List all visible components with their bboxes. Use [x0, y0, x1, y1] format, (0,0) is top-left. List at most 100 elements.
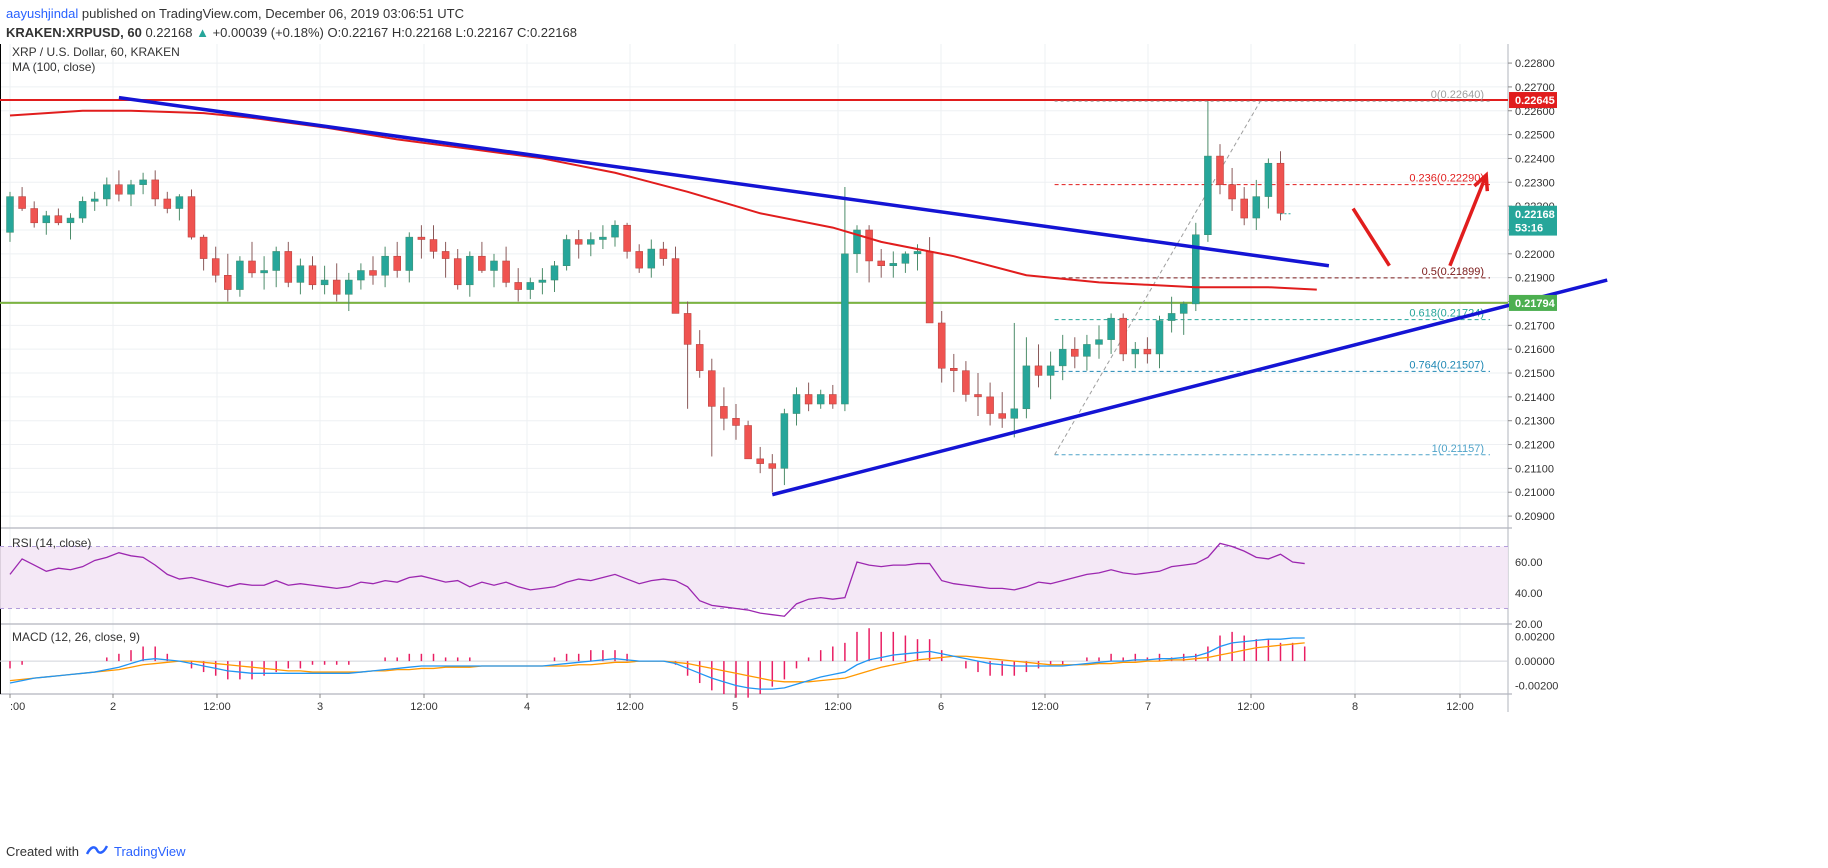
candle-body: [1228, 184, 1236, 200]
rsi-tick-label: 60.00: [1515, 557, 1543, 569]
arrow-down-icon: [1351, 207, 1391, 267]
arrow-up-icon: [1448, 174, 1488, 267]
candle-body: [78, 201, 87, 219]
time-axis: :00 2 12:00 3 12:00 4 12:00 5 12:00 6 12:00 7 12:00 8…: [9, 694, 1474, 713]
candle-body: [611, 224, 619, 238]
publish-line: aayushjindal published on TradingView.co…: [6, 4, 577, 23]
candle-body: [1252, 196, 1261, 219]
time-tick-label: 4: [524, 701, 530, 713]
time-tick-label: 12:00: [1031, 701, 1059, 713]
candle-body: [18, 196, 26, 209]
chart-header: aayushjindal published on TradingView.co…: [6, 4, 577, 42]
candle-body: [1022, 365, 1031, 410]
time-tick-label: 12:00: [824, 701, 852, 713]
candle-body: [865, 229, 873, 262]
chart-canvas[interactable]: 0.22800 0.22700 0.22600 0.22500 0.22400 0.223…: [0, 44, 1828, 840]
candle-body: [284, 251, 293, 283]
price-badge-label: 0.22645: [1515, 95, 1555, 107]
price-badge-label: 53:16: [1515, 223, 1543, 235]
fibonacci-levels: 0(0.22640)0.236(0.22290)0.5(0.21899)0.61…: [1054, 89, 1490, 456]
candle-body: [224, 275, 232, 290]
price-tick-label: 0.21400: [1515, 392, 1555, 404]
time-tick-label: 5: [732, 701, 738, 713]
candle-body: [562, 239, 571, 266]
candle-body: [1119, 317, 1127, 355]
price-tick-label: 0.21200: [1515, 440, 1555, 452]
candles: [6, 101, 1285, 493]
time-tick-label: 8: [1352, 701, 1358, 713]
candle-body: [1240, 198, 1248, 219]
time-tick-label: 12:00: [616, 701, 644, 713]
candle-body: [103, 184, 111, 200]
last-price: 0.22168: [145, 25, 193, 40]
candle-body: [780, 413, 789, 469]
candle-body: [441, 251, 450, 259]
candle-body: [1083, 344, 1091, 357]
price-tick-label: 0.21100: [1515, 463, 1554, 475]
candle-body: [804, 394, 813, 405]
macd-signal-line: [9, 642, 1305, 683]
candle-body: [1216, 155, 1224, 185]
candle-body: [405, 236, 414, 271]
fib-range-diagonal: [1054, 100, 1261, 456]
rsi-tick-label: 20.00: [1515, 619, 1543, 631]
candle-body: [732, 418, 740, 426]
price-badge: [1509, 219, 1557, 236]
candle-body: [369, 270, 377, 276]
author-link[interactable]: aayushjindal: [6, 6, 79, 21]
candle-body: [756, 458, 764, 464]
ohlc-c-label: C:: [516, 25, 530, 40]
price-tick-label: 0.22000: [1515, 249, 1555, 261]
price-tick-label: 0.22300: [1515, 177, 1555, 189]
candle-body: [417, 236, 426, 240]
ohlc-o: 0.22167: [341, 25, 389, 40]
candle-body: [248, 260, 256, 274]
chart-title: XRP / U.S. Dollar, 60, KRAKEN: [12, 45, 180, 59]
candle-body: [1155, 320, 1164, 355]
candle-body: [453, 258, 462, 286]
time-tick-label: 12:00: [1446, 701, 1474, 713]
candle-body: [695, 344, 704, 371]
left-border: [0, 44, 1, 694]
candle-body: [429, 239, 438, 252]
fib-level-label: 0.764(0.21507): [1409, 359, 1484, 371]
tradingview-link[interactable]: TradingView: [114, 844, 186, 859]
candle-body: [6, 196, 14, 233]
candle-body: [587, 239, 595, 245]
candle-body: [381, 255, 389, 276]
ohlc-o-label: O:: [327, 25, 342, 40]
candle-body: [599, 236, 607, 240]
fib-level-label: 0.236(0.22290): [1409, 173, 1484, 185]
candle-body: [236, 260, 244, 290]
candle-body: [1204, 155, 1212, 235]
macd-tick-label: 0.00000: [1515, 656, 1555, 668]
symbol-line: KRAKEN:XRPUSD, 60 0.22168 ▲ +0.00039 (+0…: [6, 23, 577, 42]
time-tick-label: 3: [317, 701, 323, 713]
candle-body: [127, 184, 135, 195]
price-tick-label: 0.21500: [1515, 368, 1555, 380]
ascending-trendline: [771, 278, 1608, 497]
price-tick-label: 0.22400: [1515, 153, 1555, 165]
candle-body: [187, 196, 196, 238]
candle-body: [1167, 313, 1176, 321]
change-arrow-icon: ▲: [196, 25, 209, 40]
price-tick-label: 0.21000: [1515, 487, 1555, 499]
candle-body: [1095, 339, 1103, 345]
price-tick-label: 0.22700: [1515, 82, 1555, 94]
candle-body: [889, 263, 898, 266]
candle-body: [502, 260, 510, 283]
candle-body: [574, 239, 583, 245]
candle-body: [1179, 303, 1188, 314]
candle-body: [1071, 348, 1079, 357]
price-tick-label: 0.22600: [1515, 106, 1555, 118]
rsi-tick-label: 40.00: [1515, 588, 1543, 600]
candle-body: [199, 236, 208, 259]
price-badge-label: 0.22168: [1515, 209, 1555, 221]
price-axis: 0.22800 0.22700 0.22600 0.22500 0.22400 0.223…: [1508, 58, 1555, 523]
candle-body: [623, 224, 631, 252]
candle-body: [998, 413, 1006, 419]
ohlc-l: 0.22167: [466, 25, 514, 40]
price-badge: [1509, 92, 1557, 109]
candle-body: [683, 313, 692, 345]
candle-body: [538, 279, 547, 283]
